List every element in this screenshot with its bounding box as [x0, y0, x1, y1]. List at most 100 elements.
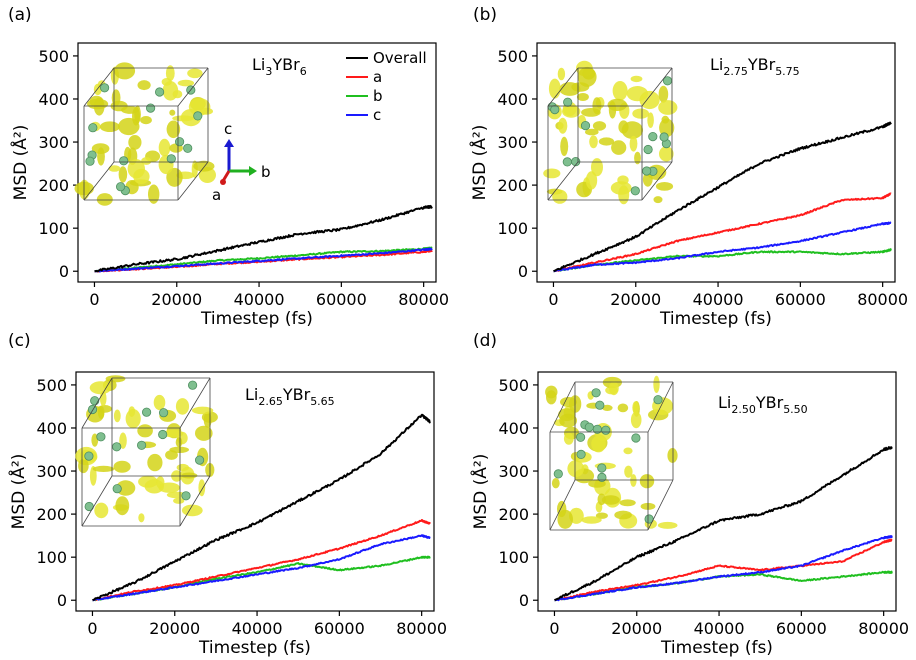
- isosurface-blob: [116, 480, 136, 496]
- isosurface-blob: [647, 112, 654, 128]
- atom-sphere: [116, 182, 126, 192]
- isosurface-blob: [557, 500, 567, 518]
- isosurface-blob: [598, 137, 615, 146]
- atom-sphere: [159, 408, 169, 418]
- y-tick-label: 200: [38, 176, 69, 195]
- isosurface-blob: [624, 465, 633, 478]
- isosurface-blob: [119, 432, 127, 449]
- atom-sphere: [597, 472, 607, 482]
- isosurface-blob: [655, 182, 674, 191]
- x-tick-label: 60000: [775, 290, 826, 309]
- unit-cell-edge: [547, 67, 579, 107]
- isosurface-blob: [141, 157, 152, 165]
- y-tick-label: 0: [518, 262, 528, 281]
- y-tick-label: 0: [59, 262, 69, 281]
- atom-sphere: [553, 469, 563, 479]
- isosurface-blob: [191, 406, 214, 415]
- legend-label-c: c: [373, 106, 381, 124]
- isosurface-blob: [172, 90, 183, 99]
- isosurface-blob: [137, 424, 153, 438]
- unit-cell-edge: [549, 479, 576, 531]
- atom-sphere: [88, 123, 98, 133]
- atom-sphere: [87, 404, 98, 415]
- isosurface-blob: [176, 463, 189, 472]
- chart-panel-2: (b) 0 20000 40000 60000 80000 0 100 200 300 400 500…: [468, 5, 908, 329]
- plot-frame: [537, 371, 897, 612]
- isosurface-blob: [158, 482, 180, 493]
- formula-part: Li: [710, 55, 723, 74]
- x-axis-label: Timestep (fs): [660, 638, 773, 658]
- isosurface-blob: [138, 513, 145, 523]
- isosurface-blob: [585, 128, 599, 136]
- isosurface-blob: [621, 121, 643, 139]
- unit-cell-edge: [547, 161, 579, 201]
- isosurface-blob: [115, 496, 130, 516]
- atom-sphere: [591, 388, 601, 398]
- panel-label: (c): [8, 331, 31, 351]
- isosurface-blob: [592, 121, 607, 131]
- x-tick-label: 20000: [610, 290, 661, 309]
- x-tick-label: 20000: [151, 290, 202, 309]
- plot-frame: [536, 42, 896, 283]
- isosurface-blob: [642, 172, 653, 187]
- unit-cell-edge: [179, 377, 211, 429]
- unit-cell-edge: [647, 381, 674, 433]
- composition-title: Li2.65YBr5.65: [245, 385, 335, 408]
- atom-sphere: [550, 105, 560, 115]
- isosurface-blob: [97, 406, 105, 419]
- axis-b-head: [249, 166, 257, 176]
- y-tick-label: 100: [497, 219, 528, 238]
- formula-subscript: 3: [265, 65, 272, 78]
- atom-sphere: [166, 154, 176, 164]
- unit-cell-edge: [641, 67, 673, 107]
- panel-label: (a): [8, 5, 32, 25]
- structure-inset: [545, 375, 678, 531]
- series-line-overall: [94, 204, 433, 273]
- isosurface-blob: [147, 453, 163, 472]
- formula-subscript: 2.75: [723, 65, 748, 78]
- atom-sphere: [563, 97, 573, 107]
- isosurface-blob: [611, 140, 627, 155]
- isosurface-blob: [175, 437, 183, 448]
- isosurface-blob: [563, 432, 574, 445]
- isosurface-blob: [659, 146, 674, 162]
- atom-sphere: [576, 449, 586, 459]
- atom-sphere: [137, 440, 147, 450]
- series-line-b: [94, 246, 433, 273]
- y-tick-label: 0: [57, 591, 67, 610]
- atom-sphere: [597, 463, 607, 473]
- atom-sphere: [562, 157, 572, 167]
- isosurface-blob: [576, 93, 589, 101]
- formula-part: YBr: [747, 55, 776, 74]
- y-tick-label: 500: [497, 47, 528, 66]
- atom-sphere: [631, 433, 641, 443]
- isosurface-blob: [595, 512, 608, 519]
- isosurface-blob: [118, 117, 140, 136]
- atom-sphere: [158, 429, 168, 440]
- y-axis-label: MSD (Å²): [9, 125, 31, 201]
- isosurface-blob: [153, 394, 166, 411]
- isosurface-blob: [181, 504, 203, 517]
- x-axis-label: Timestep (fs): [198, 638, 311, 658]
- y-tick-label: 400: [497, 90, 528, 109]
- x-tick-label: 60000: [316, 290, 367, 309]
- atom-sphere: [580, 121, 591, 131]
- formula-part: YBr: [271, 55, 300, 74]
- isosurface-blob: [618, 185, 630, 205]
- series-line-a: [92, 519, 431, 602]
- x-axis-label: Timestep (fs): [200, 309, 313, 329]
- unit-cell-edge: [177, 161, 209, 201]
- atom-sphere: [175, 137, 185, 147]
- isosurface-blob: [630, 75, 643, 83]
- y-tick-label: 100: [38, 219, 69, 238]
- y-tick-label: 200: [497, 176, 528, 195]
- isosurface-blob: [113, 460, 131, 473]
- isosurface-blob: [94, 502, 109, 519]
- isosurface-blob: [548, 78, 561, 99]
- x-tick-label: 80000: [398, 290, 449, 309]
- atom-sphere: [601, 425, 611, 435]
- series-line-a: [554, 538, 893, 602]
- isosurface-blob: [630, 474, 637, 487]
- series-line-overall: [553, 121, 892, 273]
- isosurface-blob: [169, 109, 176, 116]
